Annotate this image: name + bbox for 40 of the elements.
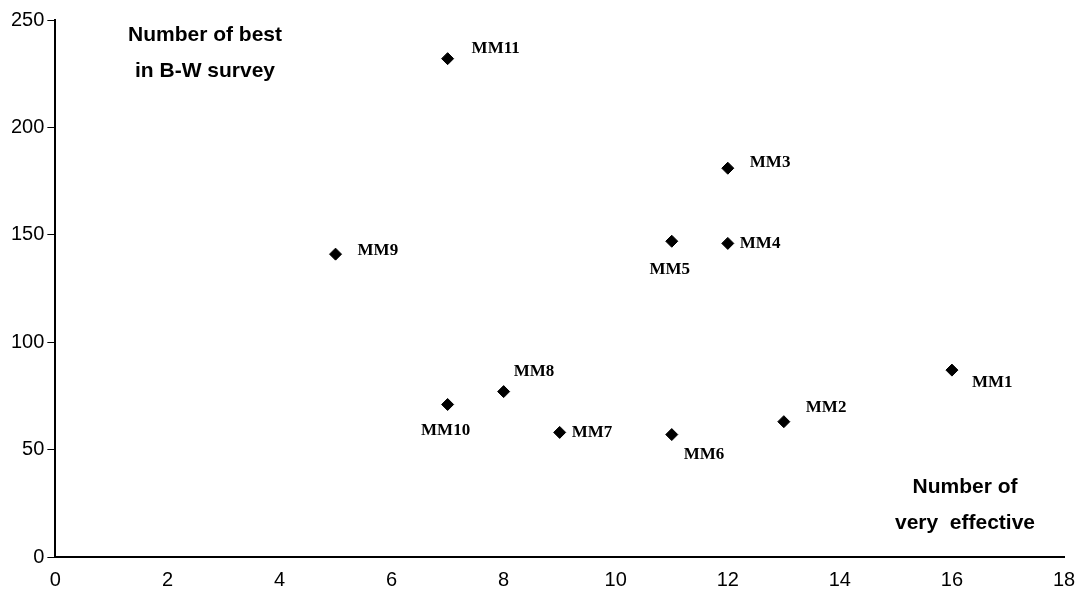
x-tick-label: 18 xyxy=(1052,567,1076,590)
y-tick-label: 200 xyxy=(10,114,45,137)
point xyxy=(497,385,511,399)
annotation: MM2 xyxy=(805,397,847,417)
annotation: MM9 xyxy=(357,239,399,259)
x-tick-label: 0 xyxy=(49,567,61,590)
point xyxy=(441,52,455,66)
x-tick-label: 16 xyxy=(940,567,964,590)
annotation: MM7 xyxy=(571,421,613,441)
point xyxy=(721,236,735,250)
x-tick-label: 6 xyxy=(386,567,398,590)
x-axis-title: Number of very effective xyxy=(894,473,1036,533)
y-axis-title: Number of best in B-W survey xyxy=(127,21,283,81)
point xyxy=(553,425,567,439)
point xyxy=(945,363,959,377)
x-tick-label: 4 xyxy=(273,567,286,590)
annotation: MM4 xyxy=(739,232,781,252)
point xyxy=(329,247,343,261)
annotation: MM10 xyxy=(421,419,471,439)
annotation: MM8 xyxy=(513,360,555,380)
point xyxy=(665,234,679,248)
x-tick-label: 10 xyxy=(604,567,627,590)
y-tick-label: 100 xyxy=(10,329,45,352)
annotation: MM3 xyxy=(749,151,791,171)
y-tick-label: 250 xyxy=(10,7,45,30)
annotation: MM11 xyxy=(471,38,520,58)
y-tick-label: 0 xyxy=(33,544,45,567)
point xyxy=(777,415,791,429)
point xyxy=(665,428,679,442)
annotation: MM5 xyxy=(649,258,691,278)
x-tick-label: 12 xyxy=(716,567,739,590)
point xyxy=(721,161,735,175)
y-tick-label: 50 xyxy=(22,437,45,460)
x-tick-label: 14 xyxy=(828,567,851,590)
annotation: MM6 xyxy=(683,443,725,463)
point xyxy=(441,397,455,411)
annotation: MM1 xyxy=(971,371,1013,391)
x-tick-label: 2 xyxy=(161,567,173,590)
x-tick-label: 8 xyxy=(498,567,510,590)
y-tick-label: 150 xyxy=(10,222,45,245)
